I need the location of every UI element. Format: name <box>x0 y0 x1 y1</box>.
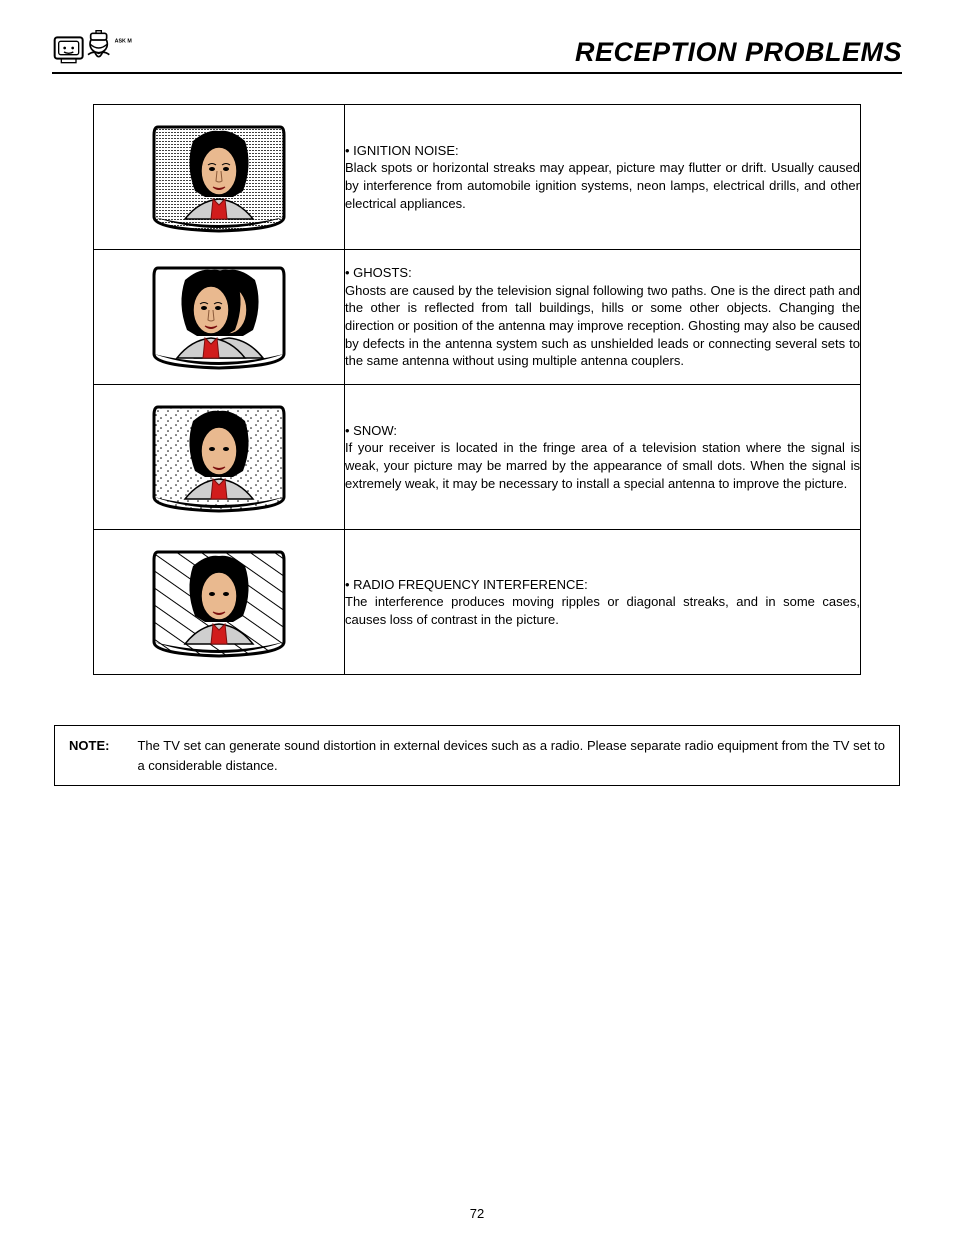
problem-body: The interference produces moving ripples… <box>345 594 860 627</box>
description-cell: • SNOW: If your receiver is located in t… <box>345 385 861 530</box>
table-row: • SNOW: If your receiver is located in t… <box>94 385 861 530</box>
note-box: NOTE: The TV set can generate sound dist… <box>54 725 900 786</box>
illustration-cell <box>94 530 345 675</box>
tv-rfi-icon <box>144 538 294 666</box>
problem-title: • GHOSTS: <box>345 265 412 280</box>
problem-title: • IGNITION NOISE: <box>345 143 459 158</box>
ask-me-label: ASK ME! <box>115 39 132 45</box>
page-number: 72 <box>0 1206 954 1221</box>
illustration-cell <box>94 385 345 530</box>
problem-title: • SNOW: <box>345 423 397 438</box>
tv-ignition-noise-icon <box>144 113 294 241</box>
problem-body: If your receiver is located in the fring… <box>345 440 860 490</box>
table-row: • RADIO FREQUENCY INTERFERENCE: The inte… <box>94 530 861 675</box>
table-row: • GHOSTS: Ghosts are caused by the telev… <box>94 250 861 385</box>
description-cell: • RADIO FREQUENCY INTERFERENCE: The inte… <box>345 530 861 675</box>
problem-title: • RADIO FREQUENCY INTERFERENCE: <box>345 577 588 592</box>
page-title: RECEPTION PROBLEMS <box>575 37 902 68</box>
problem-body: Ghosts are caused by the television sign… <box>345 283 860 368</box>
page-header: ASK ME! RECEPTION PROBLEMS <box>52 28 902 74</box>
table-row: • IGNITION NOISE: Black spots or horizon… <box>94 105 861 250</box>
description-cell: • IGNITION NOISE: Black spots or horizon… <box>345 105 861 250</box>
reception-problems-table: • IGNITION NOISE: Black spots or horizon… <box>93 104 861 675</box>
tv-snow-icon <box>144 393 294 521</box>
description-cell: • GHOSTS: Ghosts are caused by the telev… <box>345 250 861 385</box>
illustration-cell <box>94 105 345 250</box>
note-label: NOTE: <box>69 736 109 775</box>
problem-body: Black spots or horizontal streaks may ap… <box>345 160 860 210</box>
page: ASK ME! RECEPTION PROBLEMS <box>0 0 954 1235</box>
ask-me-logo-icon: ASK ME! <box>52 28 132 68</box>
illustration-cell <box>94 250 345 385</box>
note-body: The TV set can generate sound distortion… <box>137 736 885 775</box>
tv-ghosts-icon <box>144 258 294 376</box>
